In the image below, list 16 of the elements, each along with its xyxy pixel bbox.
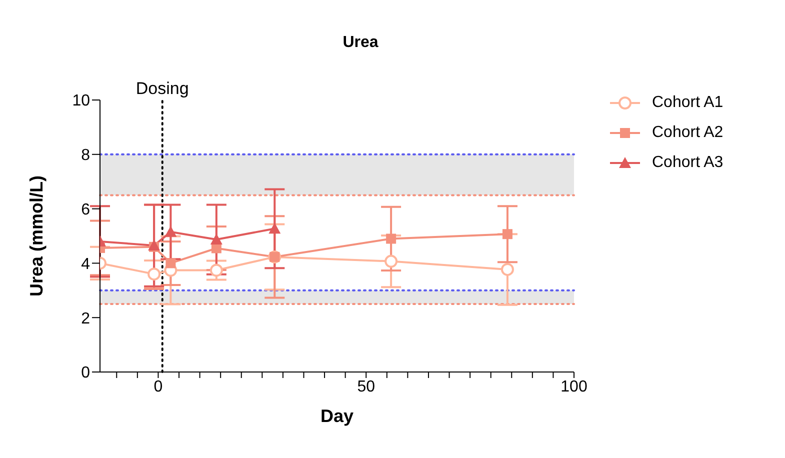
y-tick-label: 8: [81, 147, 90, 164]
y-tick-label: 10: [72, 92, 90, 110]
ref-line-label: Dosing: [136, 79, 189, 98]
x-tick-label: 100: [560, 378, 588, 396]
y-tick-label: 6: [81, 201, 90, 218]
x-tick-label: 0: [154, 378, 163, 396]
x-tick-label: 50: [357, 378, 376, 396]
x-axis-title: Day: [320, 406, 354, 426]
legend-label: Cohort A2: [652, 124, 724, 142]
chart-title: Urea: [342, 34, 380, 52]
y-tick-label: 4: [81, 256, 90, 273]
legend-label: Cohort A1: [652, 94, 724, 112]
y-tick-label: 2: [81, 310, 90, 328]
legend-label: Cohort A3: [652, 154, 724, 172]
y-tick-label: 0: [81, 364, 90, 382]
y-axis-title: Urea (mmol/L): [26, 175, 46, 297]
